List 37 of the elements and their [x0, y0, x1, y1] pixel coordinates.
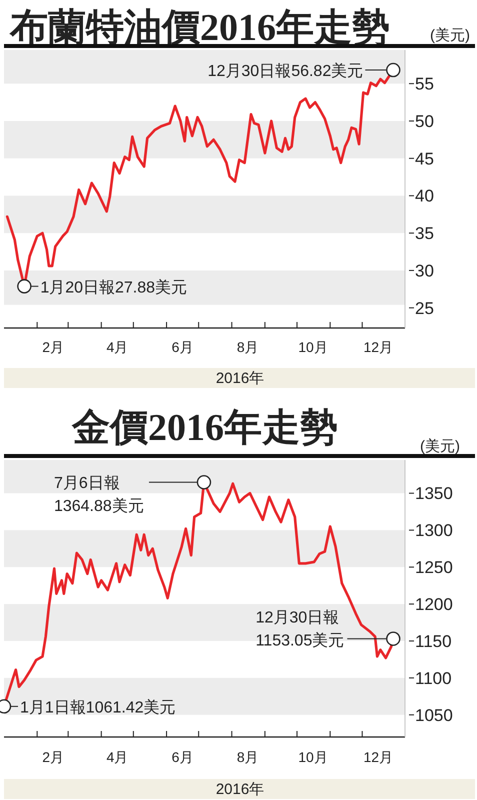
y-axis-title: (美元)	[420, 438, 460, 455]
x-tick-label: 6月	[172, 339, 194, 355]
chart-title: 布蘭特油價2016年走勢	[9, 7, 390, 49]
y-tick-label: 1100	[415, 668, 452, 688]
y-tick-label: 1300	[415, 521, 453, 540]
annotation: 12月30日報 1153.05美元	[256, 608, 344, 650]
y-tick-label: 50	[415, 112, 434, 131]
x-tick-label: 10月	[298, 749, 328, 765]
x-tick-label: 12月	[363, 749, 394, 765]
x-tick-label: 6月	[172, 749, 194, 765]
x-axis-title: 2016年	[216, 370, 264, 387]
y-tick-label: 30	[415, 261, 434, 280]
y-tick-label: 1050	[415, 706, 453, 725]
y-tick-label: 1200	[415, 595, 453, 614]
chart-title: 金價2016年走勢	[71, 407, 338, 449]
x-tick-label: 4月	[106, 339, 128, 355]
x-tick-label: 10月	[298, 339, 328, 355]
x-tick-label: 8月	[236, 749, 259, 765]
x-tick-label: 8月	[236, 339, 259, 355]
annotation: 7月6日報 1364.88美元	[54, 474, 144, 516]
y-tick-label: 35	[415, 224, 434, 244]
x-tick-label: 2月	[42, 339, 64, 355]
y-tick-label: 1350	[415, 484, 453, 504]
annotation: 12月30日報56.82美元	[208, 62, 364, 80]
annotation: 1月1日報1061.42美元	[20, 698, 176, 716]
x-tick-label: 2月	[42, 749, 64, 765]
x-tick-label: 12月	[363, 339, 394, 355]
y-axis-title: (美元)	[430, 27, 470, 44]
x-tick-label: 4月	[106, 749, 128, 765]
x-axis-title: 2016年	[216, 781, 264, 798]
y-tick-label: 1250	[415, 558, 453, 578]
y-tick-label: 1150	[415, 632, 452, 651]
annotation: 1月20日報27.88美元	[40, 278, 188, 296]
y-tick-label: 55	[415, 74, 434, 94]
y-tick-label: 45	[415, 149, 434, 168]
y-tick-label: 40	[415, 186, 434, 206]
y-tick-label: 25	[415, 298, 434, 318]
